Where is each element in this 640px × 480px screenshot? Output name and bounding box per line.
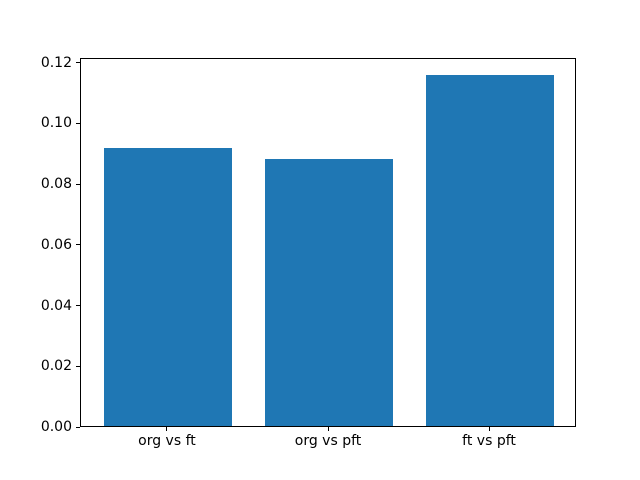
bar-org-vs-pft — [264, 159, 394, 426]
y-tick-label: 0.00 — [40, 419, 72, 435]
bar-ft-vs-pft — [425, 74, 555, 426]
x-tick-mark — [488, 427, 490, 431]
y-tick-mark — [76, 183, 80, 185]
x-tick-mark — [166, 427, 168, 431]
x-tick-label: org vs ft — [138, 433, 196, 449]
x-tick-mark — [327, 427, 329, 431]
y-tick-mark — [76, 122, 80, 124]
x-tick-label: org vs pft — [294, 433, 362, 449]
plot-area — [80, 58, 576, 427]
y-tick-label: 0.02 — [40, 358, 72, 375]
y-tick-label: 0.10 — [40, 115, 72, 132]
y-tick-mark — [76, 305, 80, 307]
y-tick-label: 0.08 — [40, 176, 72, 193]
y-tick-mark — [76, 62, 80, 64]
y-tick-mark — [76, 426, 80, 428]
bar-org-vs-ft — [103, 148, 233, 426]
x-tick-label: ft vs pft — [462, 433, 516, 449]
y-tick-mark — [76, 365, 80, 367]
y-tick-mark — [76, 244, 80, 246]
y-tick-label: 0.12 — [40, 54, 72, 71]
y-tick-label: 0.06 — [40, 236, 72, 253]
y-tick-label: 0.04 — [40, 297, 72, 314]
